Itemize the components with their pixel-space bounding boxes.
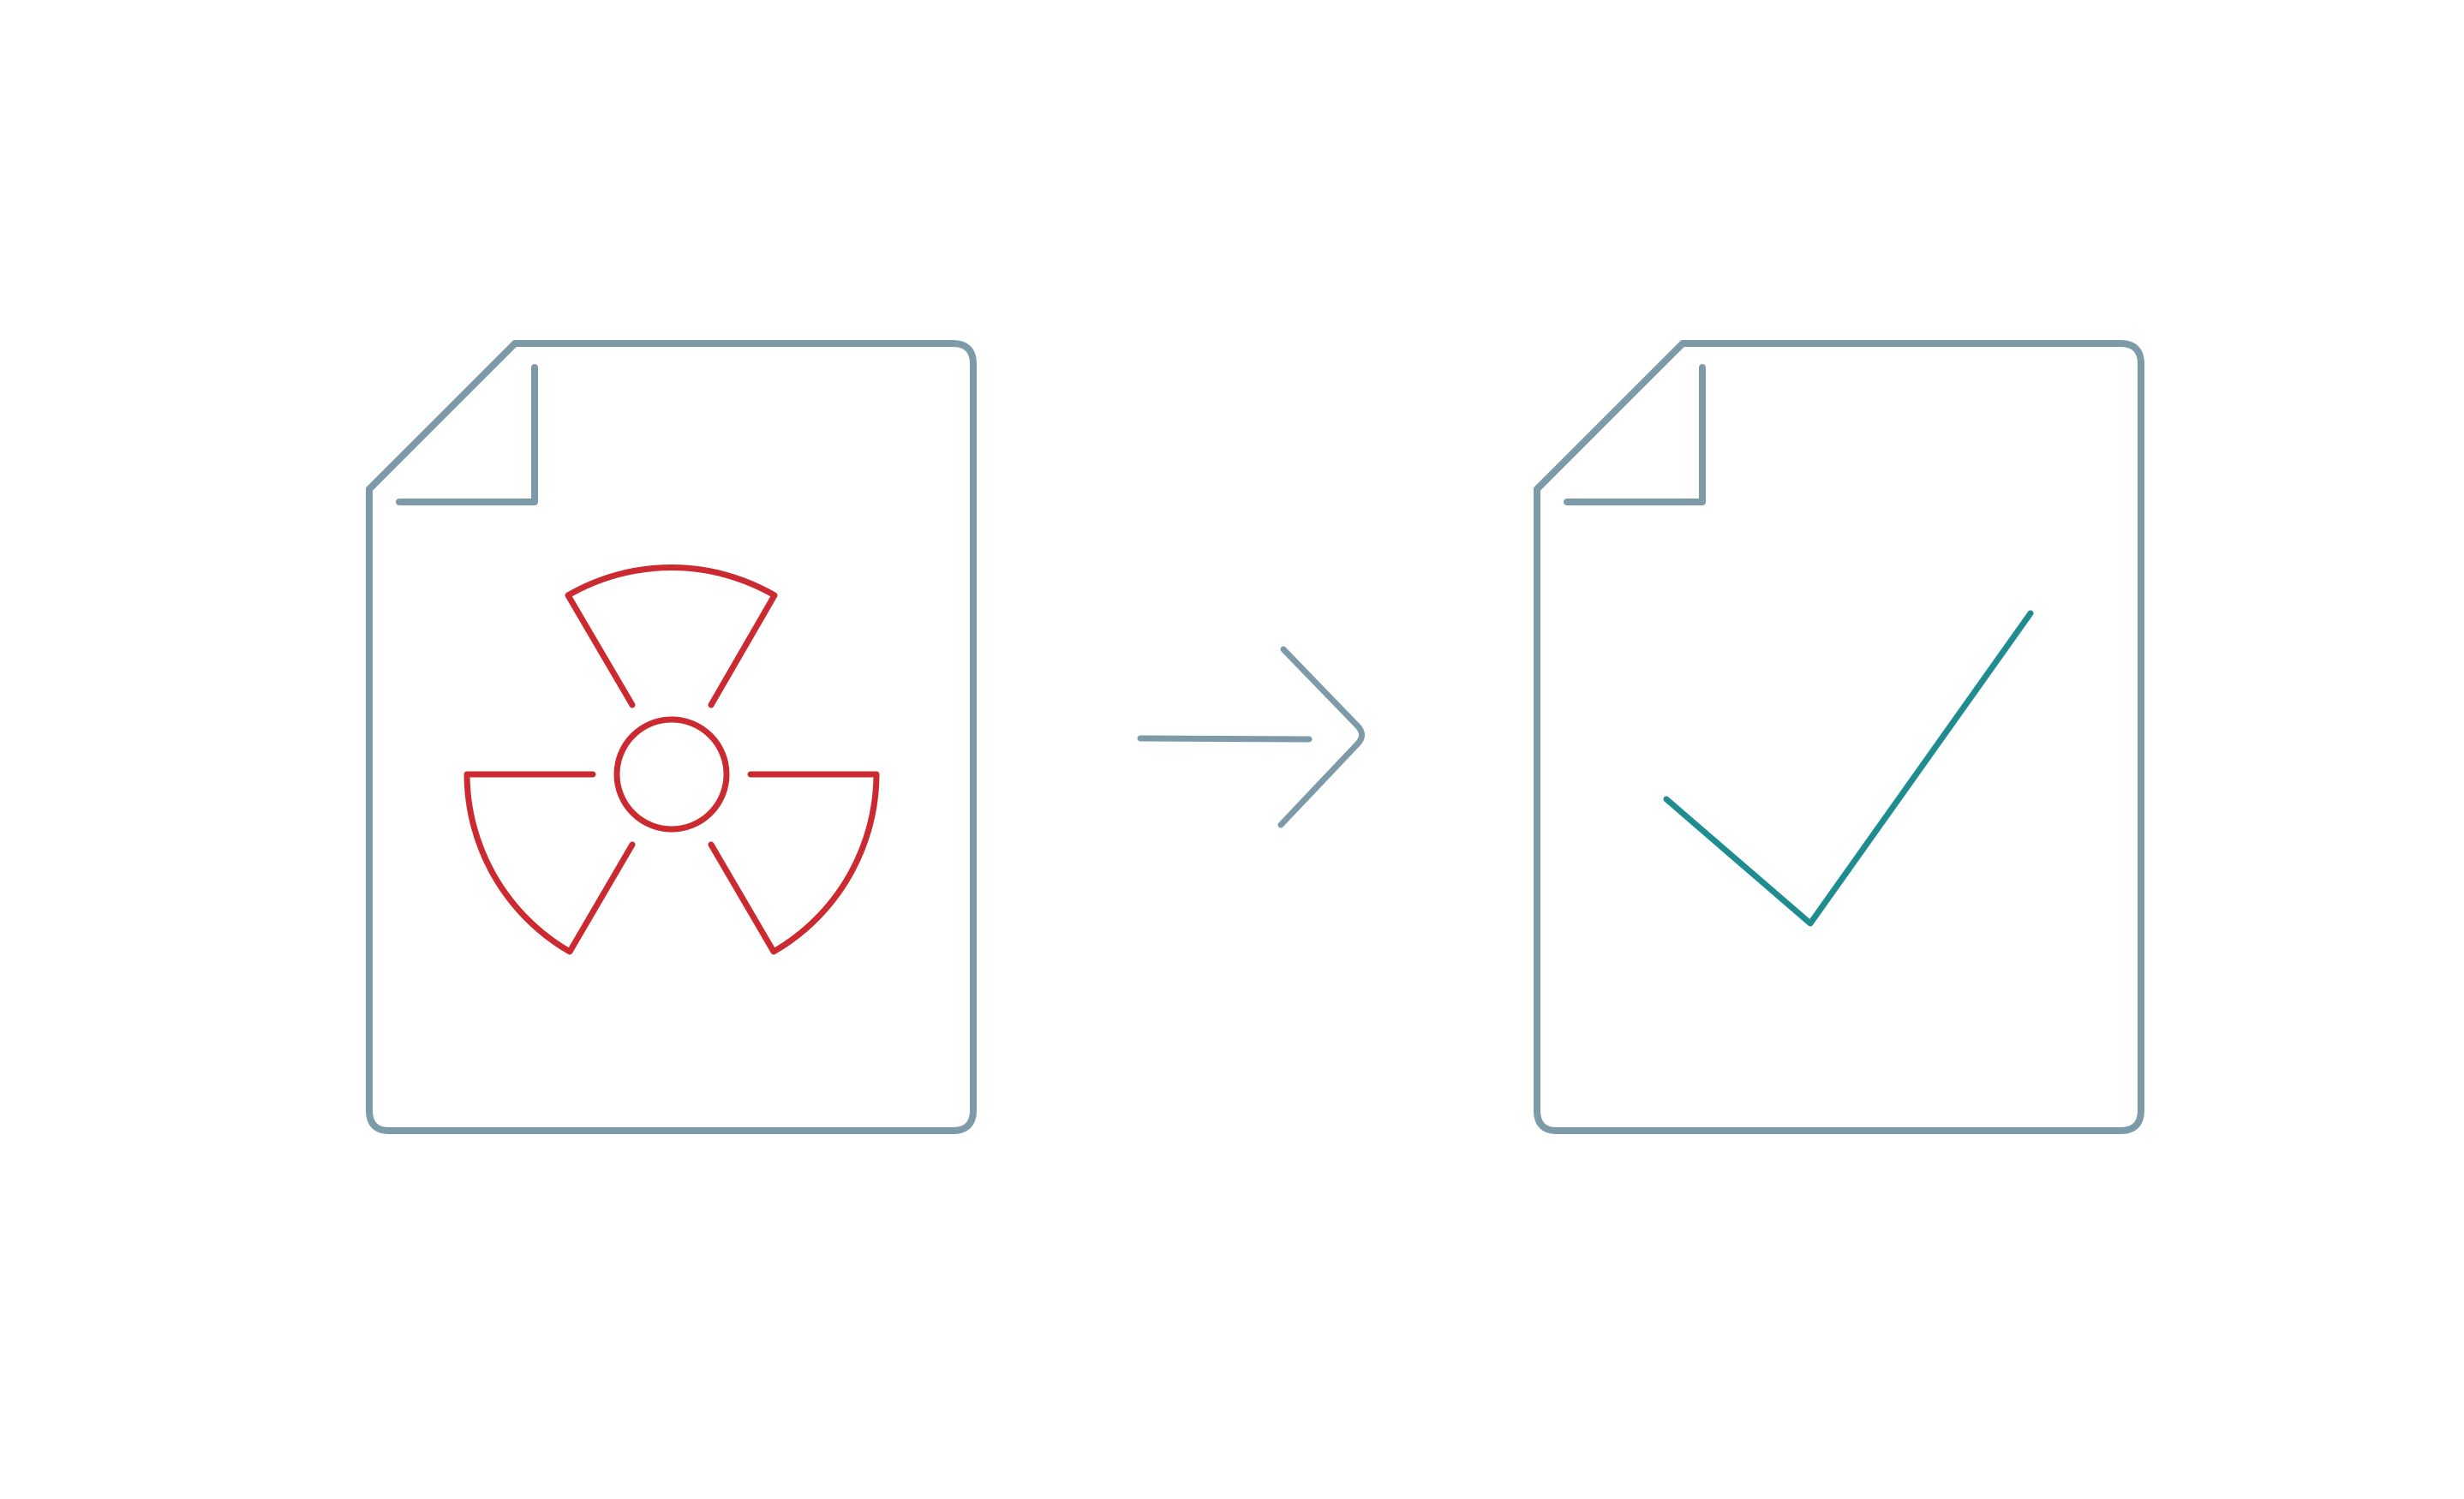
hazard-blade-left bbox=[463, 771, 636, 955]
arrow-shaft bbox=[1137, 735, 1313, 743]
arrow-head bbox=[1277, 646, 1365, 828]
document-outline-icon bbox=[1534, 340, 2144, 1134]
hazard-center-circle bbox=[613, 716, 730, 833]
arrow-right-icon bbox=[1137, 646, 1365, 828]
result-document bbox=[1534, 340, 2144, 1134]
radiation-hazard-icon bbox=[463, 564, 880, 955]
checkmark-icon bbox=[1663, 610, 2034, 927]
document-fold-icon bbox=[1564, 364, 1706, 505]
source-document bbox=[366, 340, 977, 1134]
document-fold-icon bbox=[396, 364, 538, 505]
document-outline-icon bbox=[366, 340, 977, 1134]
hazard-blade-right bbox=[708, 771, 880, 955]
hazard-blade-top bbox=[565, 564, 778, 708]
